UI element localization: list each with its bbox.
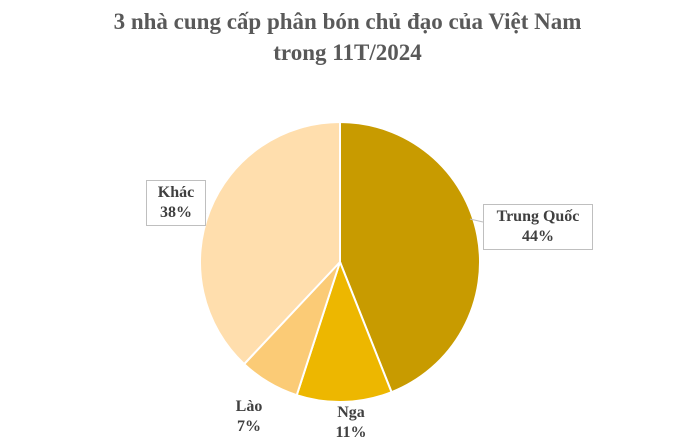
chart-title-line-1: 3 nhà cung cấp phân bón chủ đạo của Việt… [113, 9, 582, 34]
data-label-trung-quoc-name: Trung Quốc [496, 208, 580, 225]
chart-title: 3 nhà cung cấp phân bón chủ đạo của Việt… [0, 6, 695, 68]
data-label-nga-name: Nga [337, 404, 365, 421]
pie-slice-trung-quoc [339, 120, 481, 394]
chart-title-line-2: trong 11T/2024 [273, 40, 422, 65]
data-label-trung-quoc: Trung Quốc 44% [483, 204, 593, 250]
data-label-khac: Khác 38% [146, 180, 206, 226]
leader-line-trung-quoc [469, 218, 484, 223]
data-label-lao: Lào 7% [222, 394, 276, 440]
data-label-nga-value: 11% [335, 424, 367, 441]
data-label-lao-value: 7% [237, 418, 261, 435]
data-label-lao-name: Lào [235, 398, 263, 415]
data-label-trung-quoc-value: 44% [522, 228, 554, 245]
pie-slice-khac [199, 120, 341, 366]
pie-slice-nga [295, 259, 393, 403]
data-label-khac-name: Khác [157, 184, 195, 201]
data-label-khac-value: 38% [160, 204, 192, 221]
data-label-nga: Nga 11% [322, 400, 380, 446]
